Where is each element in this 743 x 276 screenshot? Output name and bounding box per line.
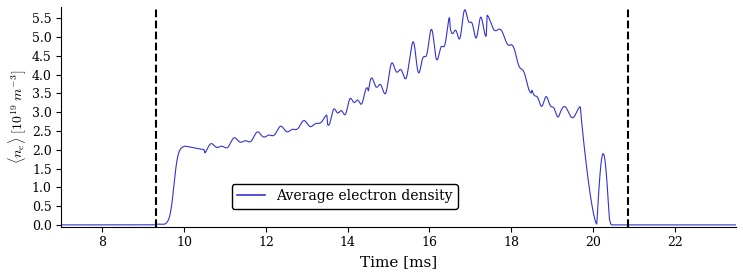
Legend: Average electron density: Average electron density xyxy=(232,184,458,209)
Y-axis label: $\langle n_e \rangle \ [10^{19}\ m^{-3}]$: $\langle n_e \rangle \ [10^{19}\ m^{-3}]… xyxy=(7,70,29,164)
X-axis label: Time [ms]: Time [ms] xyxy=(360,255,438,269)
